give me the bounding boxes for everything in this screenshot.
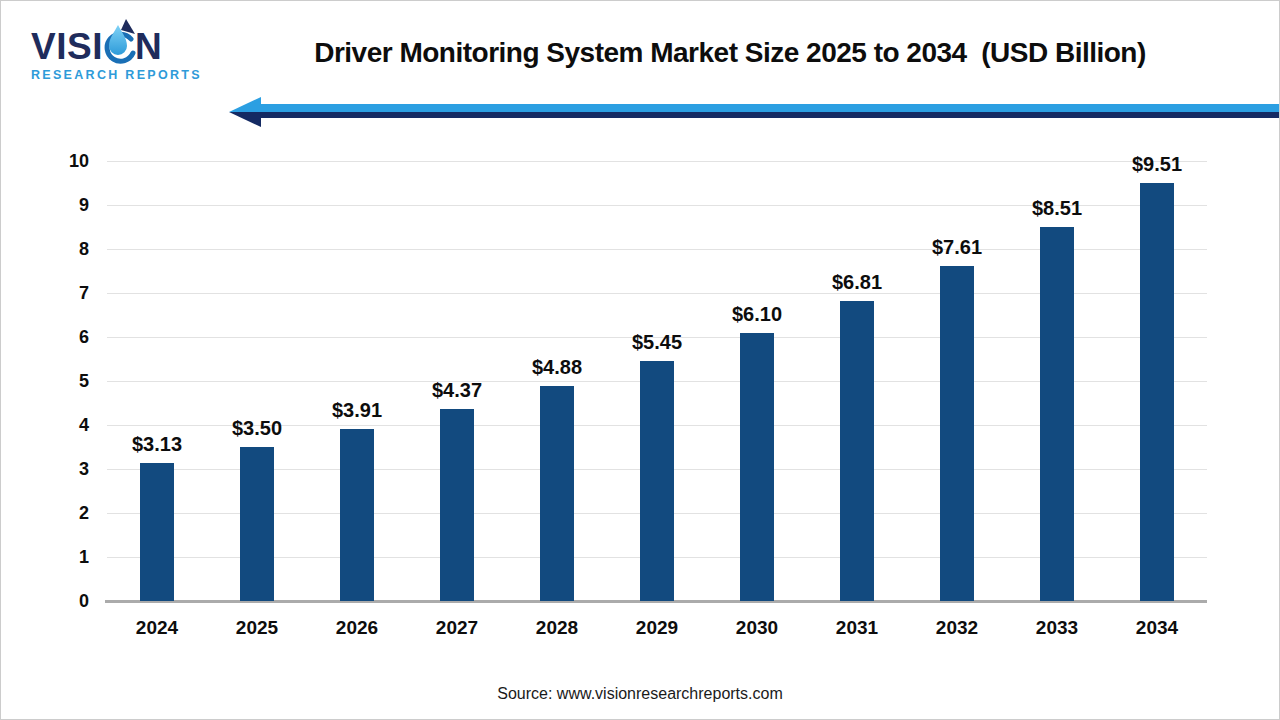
bar-value-label: $4.88 xyxy=(512,355,602,379)
x-axis-label: 2026 xyxy=(312,616,402,640)
bar-value-label: $3.50 xyxy=(212,416,302,440)
y-axis-tick-label: 0 xyxy=(51,589,89,613)
y-axis-tick-label: 10 xyxy=(51,149,89,173)
bar-2029 xyxy=(640,361,674,601)
bar-2028 xyxy=(540,386,574,601)
y-axis-tick-label: 4 xyxy=(51,413,89,437)
bar-2030 xyxy=(740,333,774,601)
bar-value-label: $9.51 xyxy=(1112,152,1202,176)
x-axis-label: 2034 xyxy=(1112,616,1202,640)
y-axis-tick-label: 8 xyxy=(51,237,89,261)
x-axis-label: 2024 xyxy=(112,616,202,640)
bar-2034 xyxy=(1140,183,1174,601)
bar-2026 xyxy=(340,429,374,601)
bar-2032 xyxy=(940,266,974,601)
bar-value-label: $8.51 xyxy=(1012,196,1102,220)
bar-value-label: $4.37 xyxy=(412,378,502,402)
bar-value-label: $3.91 xyxy=(312,398,402,422)
y-axis-tick-label: 1 xyxy=(51,545,89,569)
infographic-frame: VISI N RESEARCH REPORTS Driver Monitorin… xyxy=(0,0,1280,720)
bar-value-label: $7.61 xyxy=(912,235,1002,259)
bar-2027 xyxy=(440,409,474,601)
bar-value-label: $6.81 xyxy=(812,270,902,294)
gridline xyxy=(107,161,1207,162)
x-axis-label: 2029 xyxy=(612,616,702,640)
bar-value-label: $6.10 xyxy=(712,302,802,326)
y-axis-tick-label: 5 xyxy=(51,369,89,393)
x-axis-label: 2027 xyxy=(412,616,502,640)
bar-2025 xyxy=(240,447,274,601)
x-axis-label: 2032 xyxy=(912,616,1002,640)
y-axis-tick-label: 2 xyxy=(51,501,89,525)
bar-value-label: $3.13 xyxy=(112,432,202,456)
x-axis-label: 2030 xyxy=(712,616,802,640)
bar-2031 xyxy=(840,301,874,601)
x-axis-label: 2028 xyxy=(512,616,602,640)
y-axis-tick-label: 7 xyxy=(51,281,89,305)
x-axis-label: 2031 xyxy=(812,616,902,640)
bar-2033 xyxy=(1040,227,1074,601)
bar-value-label: $5.45 xyxy=(612,330,702,354)
x-axis-label: 2025 xyxy=(212,616,302,640)
y-axis-tick-label: 9 xyxy=(51,193,89,217)
plot-area: $3.132024$3.502025$3.912026$4.372027$4.8… xyxy=(107,161,1207,601)
bar-2024 xyxy=(140,463,174,601)
y-axis-tick-label: 6 xyxy=(51,325,89,349)
y-axis-labels: 012345678910 xyxy=(51,161,97,601)
y-axis-tick-label: 3 xyxy=(51,457,89,481)
x-axis-label: 2033 xyxy=(1012,616,1102,640)
bar-chart: 012345678910 $3.132024$3.502025$3.912026… xyxy=(1,1,1279,719)
source-note: Source: www.visionresearchreports.com xyxy=(1,685,1279,703)
